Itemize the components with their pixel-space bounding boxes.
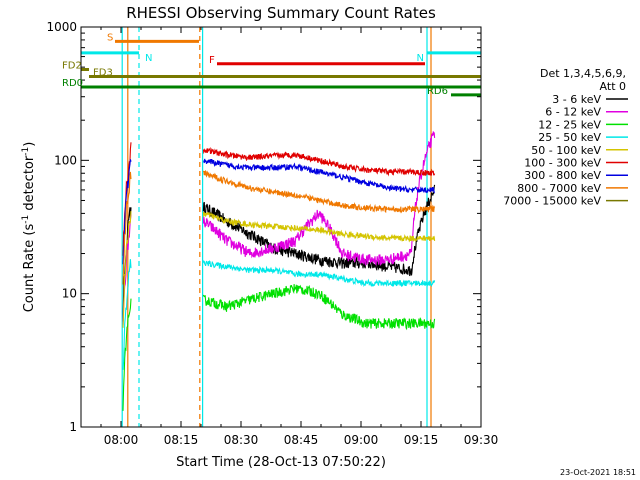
series-line-early-3 — [122, 259, 132, 370]
series-line-early-7 — [122, 171, 132, 285]
legend-label-7: 800 - 7000 keV — [517, 182, 601, 195]
x-tick-label-2: 08:30 — [224, 433, 259, 447]
series-line-5 — [202, 146, 436, 177]
series-line-4 — [202, 211, 436, 243]
y-tick-label-2: 100 — [54, 153, 77, 167]
y-tick-label-1: 10 — [62, 287, 77, 301]
legend-label-0: 3 - 6 keV — [552, 93, 601, 106]
state-label-7: RD6 — [427, 86, 448, 97]
x-tick-label-0: 08:00 — [104, 433, 139, 447]
y-axis-label: Count Rate (s-1 detector-1) — [21, 142, 37, 313]
x-tick-label-5: 09:15 — [404, 433, 439, 447]
legend-label-4: 50 - 100 keV — [531, 144, 601, 157]
x-tick-label-6: 09:30 — [464, 433, 499, 447]
state-label-5: FD3 — [93, 68, 113, 79]
state-label-1: N — [145, 53, 152, 64]
x-tick-label-3: 08:45 — [284, 433, 319, 447]
footer-timestamp: 23-Oct-2021 18:51 — [560, 468, 636, 477]
legend-label-5: 100 - 300 keV — [524, 157, 601, 170]
series-line-early-2 — [122, 298, 132, 411]
legend-label-8: 7000 - 15000 keV — [503, 195, 601, 208]
series-line-2 — [202, 284, 436, 331]
legend-header-line2: Att 0 — [600, 80, 626, 93]
series-line-0 — [202, 184, 436, 277]
state-label-4: FD2 — [62, 61, 82, 72]
legend-label-6: 300 - 800 keV — [524, 169, 601, 182]
state-label-0: S — [107, 32, 113, 43]
x-axis-label: Start Time (28-Oct-13 07:50:22) — [176, 455, 386, 470]
x-tick-label-1: 08:15 — [164, 433, 199, 447]
series-line-7 — [202, 169, 436, 214]
state-label-3: F — [209, 55, 215, 66]
series-line-early-4 — [122, 211, 132, 328]
legend-label-3: 25 - 50 keV — [538, 131, 601, 144]
state-label-6: RD0 — [62, 78, 83, 89]
legend-header-line1: Det 1,3,4,5,6,9, — [540, 67, 626, 80]
chart-title: RHESSI Observing Summary Count Rates — [126, 4, 436, 22]
series-line-3 — [202, 260, 436, 288]
y-tick-label-3: 1000 — [46, 20, 77, 34]
axis-ticks: 08:00 08:15 08:30 08:45 09:00 09:15 09:30 1 10 10… — [46, 20, 498, 447]
series-line-1 — [202, 131, 436, 266]
plot-area — [81, 27, 481, 427]
series-line-6 — [203, 158, 436, 194]
legend-label-2: 12 - 25 keV — [538, 118, 601, 131]
x-tick-label-4: 09:00 — [344, 433, 379, 447]
y-tick-label-0: 1 — [69, 420, 77, 434]
state-label-2: N — [417, 53, 424, 64]
legend-label-1: 6 - 12 keV — [545, 106, 601, 119]
